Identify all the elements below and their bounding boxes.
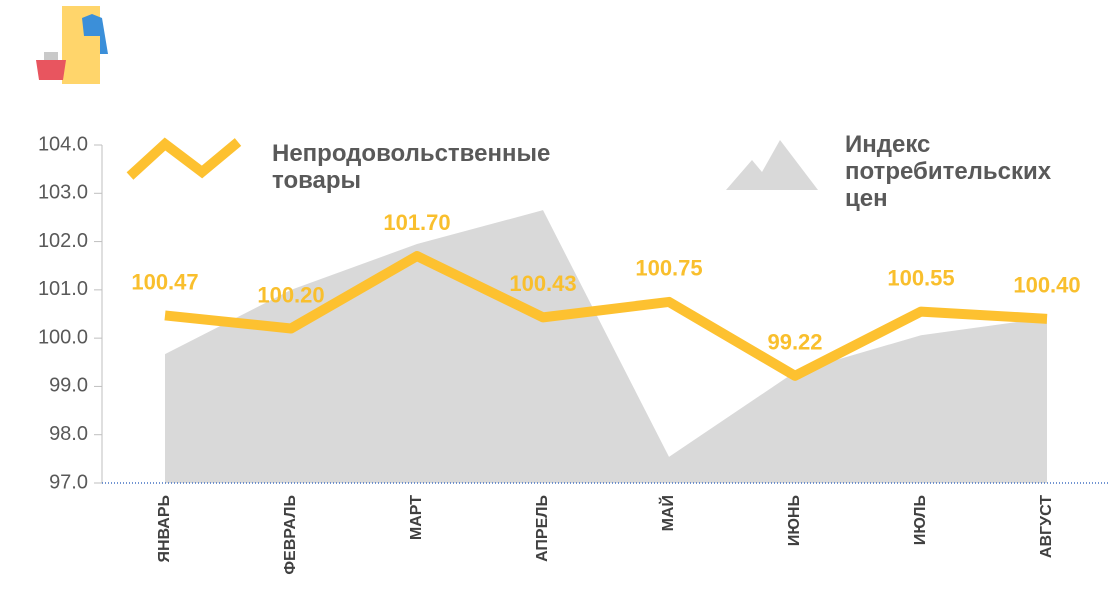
y-tick-label: 104.0 (38, 133, 88, 155)
data-label: 99.22 (767, 330, 822, 355)
legend-label: Индекс потребительских цен (845, 131, 1052, 212)
x-tick-label: МАЙ (658, 495, 677, 531)
x-tick-label: АВГУСТ (1038, 495, 1055, 558)
area (165, 210, 1047, 483)
data-label: 101.70 (383, 210, 450, 235)
icon (36, 6, 108, 84)
data-label: 100.75 (635, 256, 702, 281)
y-tick-label: 97.0 (49, 471, 88, 493)
x-tick-label: ИЮЛЬ (912, 495, 929, 545)
y-tick-label: 98.0 (49, 423, 88, 445)
data-label: 100.40 (1013, 273, 1080, 298)
legend-label: Непродовольственные товары (272, 140, 550, 194)
data-label: 100.47 (131, 269, 198, 294)
data-label: 100.55 (887, 265, 954, 290)
legend-icon (726, 140, 818, 190)
legend-icon (126, 137, 242, 180)
x-tick-label: МАРТ (408, 495, 425, 540)
x-tick-label: ЯНВАРЬ (156, 495, 173, 563)
x-tick-label: ФЕВРАЛЬ (282, 495, 299, 575)
y-tick-label: 103.0 (38, 182, 88, 204)
data-label: 100.43 (509, 271, 576, 296)
x-tick-label: ИЮНЬ (786, 495, 803, 546)
line (164, 251, 1048, 381)
y-tick-label: 99.0 (49, 375, 88, 397)
y-tick-label: 100.0 (38, 326, 88, 348)
y-tick-label: 101.0 (38, 278, 88, 300)
data-label: 100.20 (257, 282, 324, 307)
y-tick-label: 102.0 (38, 230, 88, 252)
x-tick-label: АПРЕЛЬ (534, 495, 551, 562)
